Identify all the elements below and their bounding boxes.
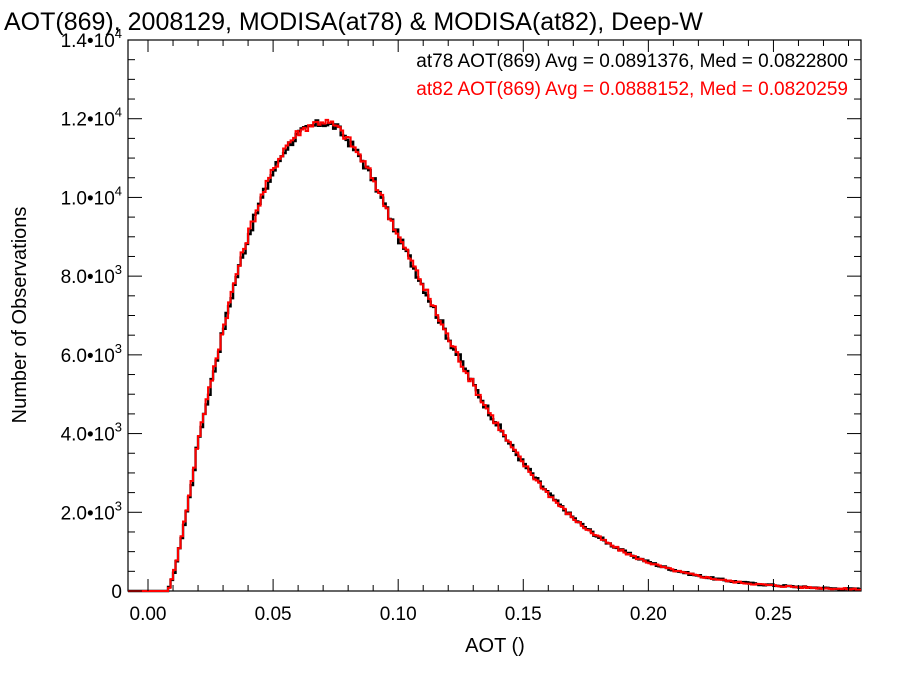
x-tick-label: 0.05 [255, 604, 292, 625]
chart-title: AOT(869), 2008129, MODISA(at78) & MODISA… [4, 8, 703, 36]
series-layer [128, 118, 861, 593]
annotation-at78: at78 AOT(869) Avg = 0.0891376, Med = 0.0… [416, 51, 848, 72]
y-tick-label: 1.0•104 [61, 183, 122, 209]
plot-frame [127, 39, 862, 592]
x-tick-label: 0.00 [130, 604, 167, 625]
plot-border [127, 39, 862, 592]
annotation-at82: at82 AOT(869) Avg = 0.0888152, Med = 0.0… [416, 79, 848, 100]
x-tick-label: 0.15 [505, 604, 542, 625]
y-tick-label: 6.0•103 [61, 341, 122, 367]
y-tick-label: 2.0•103 [61, 498, 122, 524]
x-tick-label: 0.20 [630, 604, 667, 625]
y-tick-label: 4.0•103 [61, 420, 122, 446]
x-axis-label: AOT () [465, 635, 525, 657]
series-at78-line [128, 119, 861, 593]
x-tick-label: 0.10 [380, 604, 417, 625]
series-at82-line [128, 118, 861, 592]
x-axis: 0.00 0.05 0.10 0.15 0.20 0.25 [130, 40, 849, 625]
y-tick-label: 1.4•104 [61, 26, 122, 52]
y-tick-label: 8.0•103 [61, 262, 122, 288]
y-tick-label: 0 [111, 582, 122, 603]
y-tick-label: 1.2•104 [61, 105, 122, 131]
y-axis: 0 2.0•103 4.0•103 6.0•103 8.0•103 1.0•104 1.2•… [61, 26, 861, 603]
x-tick-label: 0.25 [755, 604, 792, 625]
y-axis-label: Number of Observations [9, 207, 31, 424]
